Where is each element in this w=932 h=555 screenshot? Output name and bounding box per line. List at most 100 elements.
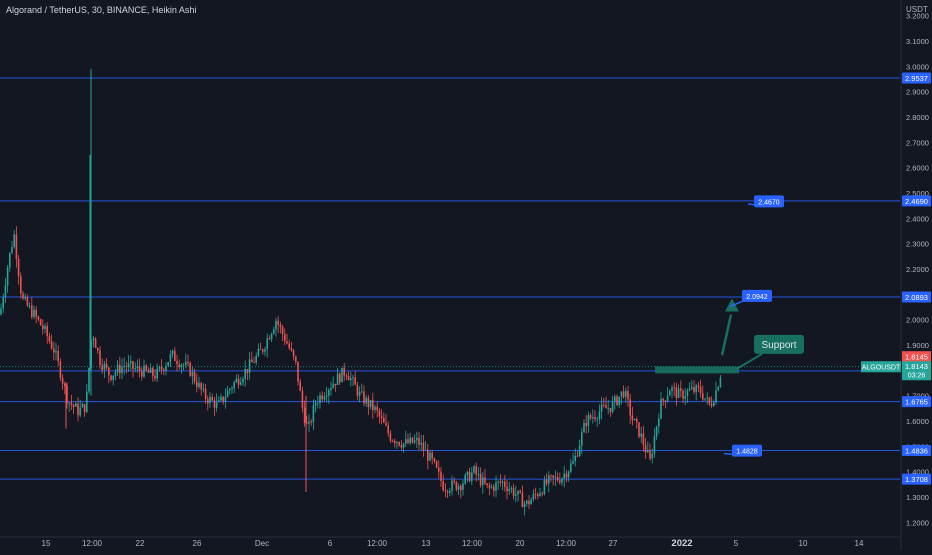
candle-body [196,381,198,387]
candle-body [484,477,486,484]
y-tick-label: 2.4000 [906,214,929,223]
candle-body [563,473,565,479]
candle-body [248,359,251,373]
currency-label: USDT [906,5,928,14]
candle-body [528,500,530,505]
candle-body [620,391,623,397]
y-tick-label: 2.9000 [906,88,929,97]
candle-body [297,361,299,382]
candle-body [295,356,297,362]
x-tick-label: 14 [855,539,864,548]
candle-body [292,350,295,357]
candle-body [233,382,235,388]
candle-body [209,396,211,404]
candle-body [629,399,631,416]
candle-body [160,366,163,370]
candle-body [468,471,471,482]
candle-body [108,367,110,376]
candle-body [202,388,205,390]
chart-title: Algorand / TetherUS, 30, BINANCE, Heikin… [6,5,197,15]
candle-body [567,471,570,478]
candle-body [215,401,218,408]
candle-body [198,382,200,387]
candle-body [2,297,4,309]
candle-body [548,475,550,484]
candle-body [354,377,356,385]
candle-body [169,354,172,363]
candle-body [145,365,147,371]
candle-body [70,402,73,405]
candle-body [369,400,372,407]
candle-body [42,325,44,330]
candle-body [460,485,462,490]
candle-body [391,440,394,442]
candle-body [281,326,284,335]
candle-body [462,483,464,490]
y-tick-label: 1.3000 [906,493,929,502]
x-tick-label: 6 [328,539,333,548]
candle-body [475,466,477,475]
candle-body [211,396,213,401]
candle-body [290,348,293,351]
candle-body [515,494,517,496]
candle-body [26,297,29,306]
candle-body [237,378,240,385]
candle-body [17,258,20,277]
candle-body [240,382,242,385]
y-tick-label: 2.0000 [906,316,929,325]
candle-body [229,389,231,391]
candle-body [330,387,332,391]
candle-body [64,383,66,386]
level-price-tag [902,291,931,303]
candle-body [486,483,488,486]
countdown-timer: 03:26 [908,373,926,380]
candle-body [715,390,717,403]
candle-body [11,247,13,253]
candle-body [264,349,266,352]
candle-body [631,415,634,421]
candle-body [504,481,506,487]
candle-body [581,432,583,446]
callout-box [732,444,762,457]
candle-body [396,442,398,444]
candle-body [706,397,708,399]
candle-body [176,361,178,365]
candle-body [506,486,508,492]
candle-body [466,471,469,475]
x-tick-label: 26 [193,539,202,548]
x-tick-label: 15 [42,539,51,548]
candle-body [165,365,167,371]
level-price-label: 2.0893 [905,293,928,302]
candle-body [81,403,84,408]
candle-body [534,493,537,495]
candle-body [83,403,86,413]
candle-body [321,395,323,400]
x-tick-label: 20 [516,539,525,548]
candle-body [0,308,2,315]
candle-body [501,481,504,483]
candle-body [424,449,427,451]
level-price-tag [902,445,931,457]
candle-body [433,458,436,462]
x-tick-label: 12:00 [462,539,483,548]
candle-body [185,361,187,366]
candle-body [576,455,579,457]
candle-body [299,381,301,391]
candle-body [477,473,480,475]
callout-box [754,195,784,208]
candle-body [693,387,695,393]
candle-body [246,369,249,373]
candle-body [671,387,673,392]
candle-body [552,475,554,478]
candle-body [9,252,11,268]
candle-body [435,461,438,468]
candle-body [103,363,106,370]
candle-body [251,359,253,363]
candle-body [317,402,319,404]
candle-body [59,361,62,378]
candle-body [578,445,581,457]
candle-body [55,350,57,353]
candle-body [20,276,22,294]
